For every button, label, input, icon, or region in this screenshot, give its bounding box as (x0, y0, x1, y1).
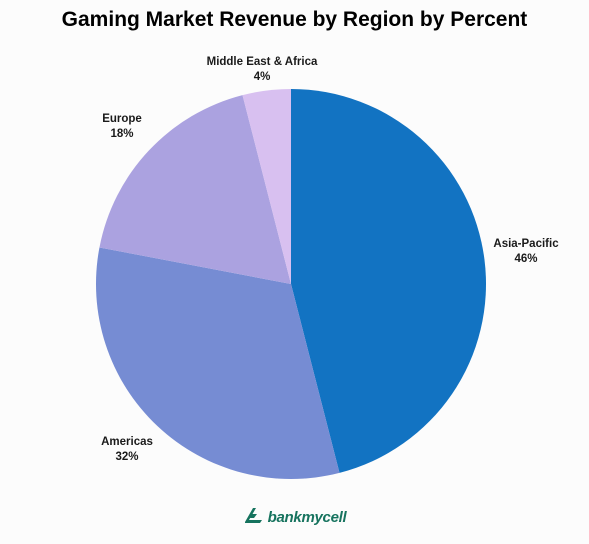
chart-title: Gaming Market Revenue by Region by Perce… (61, 8, 528, 31)
pie-slices (96, 89, 487, 480)
pie-slice-europe (99, 95, 292, 284)
pie-slice-americas (96, 247, 340, 480)
brand-logo: bankmycell (0, 505, 589, 529)
slice-value-label: 32% (115, 451, 138, 463)
slice-label-asia-pacific: Asia-Pacific 46% (493, 238, 559, 265)
slice-label-middle-east-africa: Middle East & Africa 4% (207, 56, 318, 83)
slice-value-label: 4% (254, 71, 271, 83)
slice-category-label: Asia-Pacific (493, 238, 559, 250)
brand-name: bankmycell (267, 508, 347, 526)
bankmycell-logo-icon (243, 505, 265, 530)
slice-category-label: Americas (101, 436, 153, 448)
slice-label-europe: Europe 18% (102, 113, 142, 140)
slice-category-label: Europe (102, 113, 142, 125)
pie-slice-asia-pacific (291, 89, 487, 473)
slice-label-americas: Americas 32% (101, 436, 153, 463)
slice-category-label: Middle East & Africa (207, 56, 318, 68)
pie-slice-middle-east-africa (242, 89, 291, 284)
slice-value-label: 46% (514, 253, 537, 265)
pie-labels: Asia-Pacific 46% Americas 32% Europe 18% Middl… (101, 56, 559, 463)
slice-value-label: 18% (110, 128, 133, 140)
